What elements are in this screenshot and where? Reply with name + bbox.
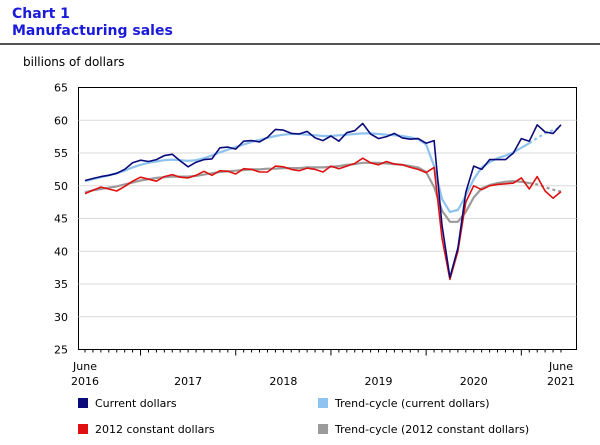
x-tick-label-2020: 2020 <box>460 375 488 388</box>
legend-swatch-current <box>78 398 88 408</box>
legend-swatch-trend-constant <box>318 424 328 434</box>
y-tick-label-55: 55 <box>54 147 68 160</box>
series-line-trend-current-provisional <box>528 126 562 145</box>
series-line-constant <box>84 157 562 281</box>
y-tick-label-25: 25 <box>54 344 68 357</box>
legend-swatch-trend-current <box>318 398 328 408</box>
y-tick-label-35: 35 <box>54 278 68 291</box>
legend-label-constant: 2012 constant dollars <box>95 423 215 436</box>
y-tick-label-50: 50 <box>54 180 68 193</box>
y-tick-label-40: 40 <box>54 245 68 258</box>
y-axis-unit-label: billions of dollars <box>23 55 125 69</box>
series-line-trend-current <box>84 132 530 213</box>
y-tick-label-65: 65 <box>54 82 68 95</box>
y-tick-label-45: 45 <box>54 213 68 226</box>
chart-title-block: Chart 1 Manufacturing sales <box>12 6 173 40</box>
x-tick-label-2021: 2021 <box>547 375 575 388</box>
legend: Current dollars Trend-cycle (current doll… <box>78 397 529 436</box>
legend-label-trend-constant: Trend-cycle (2012 constant dollars) <box>334 423 529 436</box>
x-axis-ticks <box>84 349 562 356</box>
y-tick-label-30: 30 <box>54 311 68 324</box>
y-tick-labels: 25 30 35 40 45 50 55 60 65 <box>54 82 68 357</box>
chart-number: Chart 1 <box>12 6 70 22</box>
x-tick-label-month: June <box>548 360 573 373</box>
x-tick-label-month: June <box>72 360 97 373</box>
series-lines <box>84 122 562 281</box>
legend-label-current: Current dollars <box>95 397 177 410</box>
x-tick-label-2019: 2019 <box>365 375 393 388</box>
gridlines <box>78 119 577 318</box>
x-tick-label-2017: 2017 <box>174 375 202 388</box>
x-tick-labels: June 2016 2017 2018 2019 2020 June 2021 <box>71 360 575 388</box>
x-tick-label-2018: 2018 <box>269 375 297 388</box>
y-tick-label-60: 60 <box>54 114 68 127</box>
legend-label-trend-current: Trend-cycle (current dollars) <box>334 397 490 410</box>
x-tick-label-2016: 2016 <box>71 375 99 388</box>
legend-swatch-constant <box>78 424 88 434</box>
title-divider <box>0 43 600 45</box>
chart-title: Manufacturing sales <box>12 23 173 39</box>
series-line-current <box>84 122 562 279</box>
